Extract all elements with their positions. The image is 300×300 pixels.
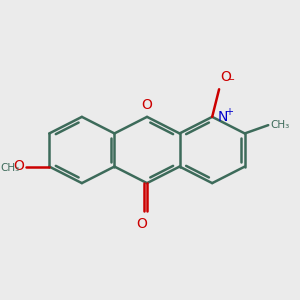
Text: CH₃: CH₃ bbox=[270, 120, 290, 130]
Text: O: O bbox=[220, 70, 231, 84]
Text: N: N bbox=[217, 110, 227, 124]
Text: +: + bbox=[225, 107, 233, 117]
Text: O: O bbox=[142, 98, 152, 112]
Text: CH₃: CH₃ bbox=[0, 163, 20, 173]
Text: O: O bbox=[14, 159, 24, 173]
Text: O: O bbox=[136, 217, 148, 231]
Text: −: − bbox=[226, 75, 235, 85]
